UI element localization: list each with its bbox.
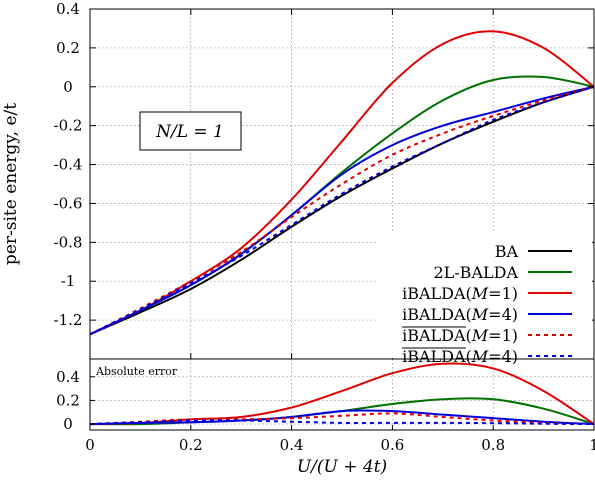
inset-gridlines [90, 359, 594, 430]
main-series-ibalda-m-4 [89, 85, 595, 336]
legend-label-2l-balda: 2L-BALDA [433, 263, 518, 282]
xtick-label: 0 [85, 436, 95, 454]
xtick-label: 0.6 [380, 436, 404, 454]
main-series-group [89, 30, 595, 336]
legend-label-ba: BA [495, 242, 519, 261]
y-axis-label: per-site energy, e/t [1, 103, 21, 265]
main-ytick-label: -0.2 [54, 117, 83, 135]
legend-label-ibalda-m-1: iBALDA(M=1) [402, 284, 518, 303]
inset-series-ibalda-m-1 [89, 362, 595, 426]
inset-tick-labels: 0.4 0.2 0 [56, 368, 95, 433]
main-ytick-label: -0.8 [54, 233, 83, 251]
legend-label-bar-ibalda-m-4: iBALDA(M=4) [402, 347, 518, 366]
main-tick-labels: 0.4 0.2 0 -0.2 -0.4 -0.6 -0.8 -1 -1.2 [54, 0, 594, 329]
inset-series-group [89, 362, 595, 426]
inset-series-bar-ibalda-m-1 [89, 412, 595, 426]
main-series-ba [89, 85, 595, 336]
xtick-label: 0.2 [179, 436, 203, 454]
main-ytick-label: -0.6 [54, 194, 83, 212]
legend: BA 2L-BALDA iBALDA(M=1) iBALDA(M=4) iBALDA(M… [378, 232, 592, 366]
main-series-ibalda-m-1 [89, 30, 595, 336]
legend-background [378, 232, 592, 358]
main-ytick-label: 0.4 [56, 0, 80, 18]
x-tick-labels: 0 0.2 0.4 0.6 0.8 1 [85, 9, 595, 454]
xtick-label: 0.8 [481, 436, 505, 454]
xtick-label: 0.4 [280, 436, 304, 454]
main-series-bar-ibalda-m-1 [89, 85, 595, 336]
xtick-label: 1 [589, 436, 595, 454]
inset-series-ibalda-m-4 [89, 409, 595, 426]
inset-ytick-label: 0.4 [56, 368, 80, 386]
inset-series-bar-ibalda-m-4 [89, 419, 595, 426]
inset-ytick-label: 0.2 [56, 391, 80, 409]
main-ytick-label: 0 [63, 78, 73, 96]
inset-plot-frame [89, 358, 595, 431]
main-series-bar-ibalda-m-4 [89, 85, 595, 336]
main-ytick-label: -1.2 [54, 311, 83, 329]
main-ytick-label: -0.4 [54, 156, 83, 174]
annotation-box: N/L = 1 [139, 111, 242, 151]
legend-label-ibalda-m-4: iBALDA(M=4) [402, 305, 518, 324]
inset-ytick-label: 0 [63, 415, 73, 433]
x-axis-label: U/(U + 4t) [297, 457, 387, 477]
main-ytick-label: -1 [61, 272, 76, 290]
annotation-text: N/L = 1 [155, 122, 224, 142]
inset-title: Absolute error [95, 365, 178, 378]
legend-label-bar-ibalda-m-1: iBALDA(M=1) [402, 326, 518, 345]
main-ytick-label: 0.2 [56, 39, 80, 57]
